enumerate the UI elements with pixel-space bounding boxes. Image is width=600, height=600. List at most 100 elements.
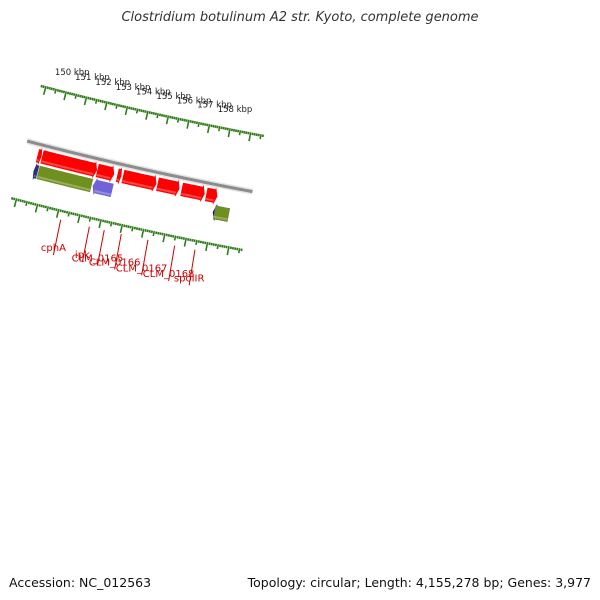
outer-tick: [133, 226, 137, 230]
feature-forward-10: [156, 177, 180, 197]
outer-tick: [93, 217, 96, 221]
map-title: Clostridium botulinum A2 str. Kyoto, com…: [121, 10, 479, 25]
outer-tick: [61, 209, 64, 213]
inner-tick: [111, 102, 115, 106]
outer-tick: [216, 243, 220, 250]
inner-tick: [150, 111, 153, 115]
outer-tick: [55, 208, 58, 212]
feature-highlight: [213, 215, 228, 221]
outer-tick: [34, 202, 37, 206]
outer-tick: [34, 203, 39, 213]
feature-forward-11: [180, 182, 205, 202]
outer-tick: [19, 199, 22, 203]
inner-tick: [238, 130, 242, 136]
outer-tick: [55, 208, 60, 218]
inner-tick: [169, 115, 172, 119]
gene-label-0: cphA: [41, 243, 66, 254]
inner-tick: [160, 113, 164, 117]
inner-tick: [191, 120, 194, 124]
scale-label-8: 158 kbp: [218, 105, 253, 115]
inner-tick: [107, 101, 110, 105]
gene-label-5: CLM_0168: [143, 269, 195, 280]
inner-tick: [52, 87, 55, 91]
outer-tick: [187, 238, 190, 241]
inner-tick: [195, 121, 199, 125]
inner-tick: [145, 110, 149, 120]
feature-highlight: [156, 187, 176, 194]
inner-tick: [164, 114, 168, 118]
outer-tick: [123, 224, 126, 228]
inner-tick: [79, 94, 82, 98]
outer-tick: [65, 210, 69, 214]
inner-tick: [132, 107, 135, 111]
inner-tick: [77, 94, 80, 97]
gene-leader-line: [81, 226, 90, 263]
inner-tick: [103, 100, 106, 104]
inner-tick: [162, 114, 166, 118]
outer-tick: [67, 211, 71, 217]
feature-highlight: [33, 174, 37, 178]
feature-highlight: [36, 175, 91, 191]
gene-leader-line: [188, 249, 196, 286]
gene-label-2: CLM_0165: [72, 254, 124, 265]
outer-tick: [159, 232, 162, 236]
inner-tick: [83, 95, 86, 99]
inner-tick: [176, 117, 180, 123]
outer-tick: [127, 225, 130, 229]
scale-label-0: 150 kbp: [55, 68, 90, 78]
outer-tick: [148, 229, 151, 233]
outer-tick: [53, 207, 56, 211]
inner-tick: [89, 97, 92, 101]
gene-label-1: ipk: [75, 250, 90, 261]
outer-tick: [167, 234, 171, 237]
feature-reverse-4: [213, 205, 230, 222]
inner-tick: [204, 123, 207, 126]
outer-tick: [152, 230, 156, 237]
outer-tick: [104, 219, 107, 223]
outer-tick: [44, 205, 48, 209]
outer-tick: [74, 212, 77, 216]
inner-tick: [138, 108, 141, 112]
inner-tick: [156, 112, 159, 119]
outer-tick: [84, 215, 88, 219]
inner-tick: [74, 93, 78, 99]
inner-tick: [144, 110, 147, 114]
outer-tick: [80, 214, 84, 218]
outer-tick: [114, 222, 117, 226]
outer-tick: [32, 202, 35, 206]
feature-reverse-0: [32, 163, 40, 180]
outer-tick: [97, 218, 100, 222]
outer-tick: [40, 204, 43, 208]
inner-tick: [206, 123, 211, 134]
outer-tick: [129, 225, 132, 229]
inner-tick: [214, 125, 217, 128]
outer-tick: [155, 231, 158, 235]
inner-tick: [93, 98, 96, 102]
feature-highlight: [116, 178, 120, 182]
outer-tick: [38, 204, 41, 207]
outer-tick: [165, 233, 168, 237]
inner-tick: [109, 102, 113, 105]
inner-tick: [87, 96, 90, 100]
inner-tick: [210, 124, 213, 128]
feature-forward-8: [115, 167, 122, 184]
feature-forward-5: [35, 148, 43, 165]
inner-tick: [56, 88, 60, 92]
feature-reverse-2: [92, 178, 114, 197]
inner-tick: [91, 97, 94, 101]
inner-tick: [54, 88, 57, 94]
inner-tick: [97, 99, 100, 103]
outer-tick: [119, 223, 124, 233]
inner-tick: [185, 119, 188, 123]
outer-tick: [237, 248, 241, 254]
inner-tick: [42, 85, 47, 95]
inner-tick: [227, 128, 231, 138]
gene-labels: cphA ipkCLM_0165CLM_0166CLM_0167CLM_0168s…: [41, 243, 205, 284]
outer-tick: [146, 229, 149, 233]
feature-highlight: [205, 197, 214, 202]
feature-highlight: [40, 160, 94, 176]
inner-tick: [197, 121, 201, 128]
inner-tick: [175, 117, 178, 120]
outer-tick: [109, 221, 113, 227]
